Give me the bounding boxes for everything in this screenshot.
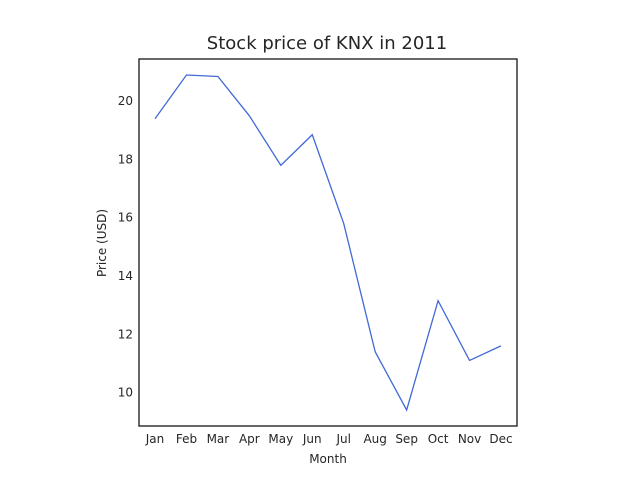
y-tick-label: 12 <box>118 327 133 341</box>
y-tick-label: 16 <box>118 211 133 225</box>
x-tick-label: Dec <box>489 432 512 446</box>
x-tick-label: Jan <box>145 432 165 446</box>
x-tick-label: Sep <box>395 432 418 446</box>
y-tick-label: 14 <box>118 269 133 283</box>
price-line <box>154 74 502 412</box>
y-tick-label: 20 <box>118 94 133 108</box>
x-axis-label: Month <box>309 452 347 466</box>
x-tick-label: Oct <box>428 432 449 446</box>
x-tick-label: Aug <box>363 432 386 446</box>
x-tick-label: Feb <box>176 432 197 446</box>
x-tick-label: May <box>268 432 293 446</box>
chart-title: Stock price of KNX in 2011 <box>207 33 447 54</box>
x-tick-label: Jul <box>335 432 350 446</box>
y-tick-label: 18 <box>118 152 133 166</box>
x-tick-label: Apr <box>239 432 260 446</box>
x-tick-label: Jun <box>302 432 322 446</box>
y-axis-label: Price (USD) <box>95 209 109 277</box>
y-tick-label: 10 <box>118 386 133 400</box>
x-tick-label: Mar <box>207 432 230 446</box>
x-tick-label: Nov <box>458 432 481 446</box>
plot-frame <box>138 58 518 427</box>
